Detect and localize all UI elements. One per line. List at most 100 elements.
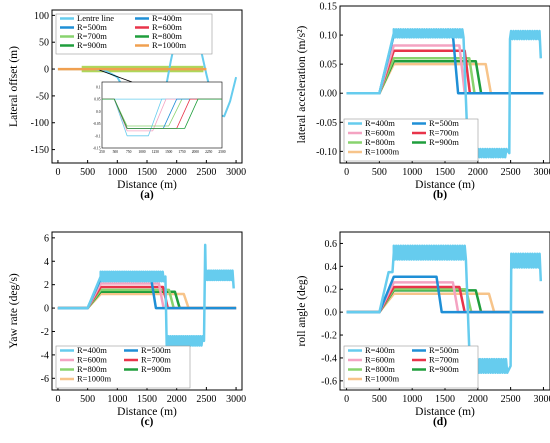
y-tick-label: 0 [44, 304, 49, 315]
inset-y-tick-label: 0.0 [96, 110, 101, 114]
legend-label: R=700m [77, 31, 107, 41]
y-tick-label: 4 [44, 257, 49, 268]
x-tick-label: 3000 [533, 394, 550, 405]
y-tick-label: -0.4 [321, 353, 337, 364]
y-tick-label: 2 [44, 280, 49, 291]
legend-label: R=600m [365, 128, 395, 138]
y-tick-label: 0.6 [325, 239, 338, 250]
x-tick-label: 1500 [435, 394, 455, 405]
inset-x-tick-label: 2500 [218, 150, 225, 154]
legend-label: R=800m [365, 364, 395, 374]
x-axis-label: Distance (m) [117, 179, 177, 191]
x-tick-label: 3000 [533, 167, 550, 178]
y-tick-label: 0.15 [320, 2, 338, 13]
y-tick-label: 100 [34, 11, 49, 22]
legend-label: R=1000m [77, 374, 111, 384]
series-line [346, 59, 544, 95]
y-tick-label: -50 [36, 91, 49, 102]
panel-d: 0 500 1000 1500 2000 2500 3000 -0.6 -0.4 -0.2 0.0 0… [296, 231, 550, 418]
x-tick-label: 2000 [167, 167, 187, 178]
x-tick-label: 500 [372, 394, 387, 405]
legend-box [343, 345, 479, 389]
x-tick-label: 1500 [435, 167, 455, 178]
x-tick-label: 0 [55, 167, 60, 178]
legend-label: Lentre line [77, 13, 114, 23]
x-tick-label: 1500 [137, 167, 157, 178]
legend-box [55, 345, 191, 389]
legend-box [55, 13, 213, 55]
y-tick-label: 0.2 [325, 285, 338, 296]
inset-y-tick-label: 0.1 [96, 85, 101, 89]
legend-label: R=900m [429, 137, 459, 147]
panel-a: 0 500 1000 1500 2000 2500 3000 -150 -100 -50 0 50 10… [8, 9, 246, 191]
legend-label: R=800m [365, 137, 395, 147]
panel-label-d: (d) [433, 416, 447, 428]
legend-label: R=1000m [365, 374, 399, 384]
x-tick-label: 0 [344, 394, 349, 405]
legend-label: R=500m [429, 118, 459, 128]
panel-label-a: (a) [140, 189, 154, 201]
series-line [346, 28, 543, 159]
legend-label: R=500m [77, 22, 107, 32]
legend-label: R=600m [152, 22, 182, 32]
inset-x-tick-label: 2000 [192, 150, 199, 154]
series-line [57, 292, 237, 310]
y-tick-label: 0.4 [325, 262, 338, 273]
legend-label: R=900m [429, 364, 459, 374]
legend-label: R=400m [77, 345, 107, 355]
series-line [346, 62, 544, 95]
x-tick-label: 0 [55, 394, 60, 405]
panel-label-c: (c) [141, 416, 154, 428]
inset-x-tick-label: 750 [126, 150, 132, 154]
x-tick-label: 0 [344, 167, 349, 178]
legend-box [343, 118, 479, 162]
x-tick-label: 2000 [468, 394, 488, 405]
y-axis-label: roll angle (deg) [296, 275, 308, 346]
legend-label: R=700m [429, 355, 459, 365]
legend-label: R=800m [77, 364, 107, 374]
y-axis-label: Yaw rate (deg/s) [8, 273, 20, 349]
x-tick-label: 1000 [402, 394, 422, 405]
panel-c: 0 500 1000 1500 2000 2500 3000 -6 -4 -2 0 2 4 6 Distan… [8, 231, 246, 418]
series-line [346, 44, 544, 95]
y-tick-label: -6 [41, 374, 49, 385]
x-tick-label: 1000 [402, 167, 422, 178]
inset-y-tick-label: -0.15 [93, 147, 101, 151]
y-tick-label: 0.0 [325, 308, 338, 319]
inset-x-tick-label: 1500 [165, 150, 172, 154]
y-tick-label: 50 [39, 38, 49, 49]
inset-x-tick-label: 250 [99, 150, 105, 154]
panel-b: 0 500 1000 1500 2000 2500 3000 -0.10 -0.05 0.00 0.… [296, 2, 550, 191]
inset-x-tick-label: 1000 [138, 150, 145, 154]
legend-label: R=500m [429, 345, 459, 355]
legend-label: R=400m [365, 118, 395, 128]
legend-label: R=600m [365, 355, 395, 365]
y-tick-label: -2 [41, 327, 49, 338]
x-axis-label: Distance (m) [415, 406, 475, 418]
x-tick-label: 500 [372, 167, 387, 178]
x-tick-label: 3000 [226, 394, 246, 405]
y-tick-label: 0.05 [320, 60, 338, 71]
series-line [346, 244, 543, 375]
y-axis-label: lateral acceleration (m/s²) [296, 25, 308, 143]
x-tick-label: 1500 [137, 394, 157, 405]
x-tick-label: 1000 [107, 394, 127, 405]
inset-y-tick-label: -0.05 [93, 122, 101, 126]
legend-label: R=700m [141, 355, 171, 365]
y-axis-label: Lateral offset (m) [8, 46, 20, 127]
legend-label: R=1000m [152, 40, 186, 50]
inset-x-tick-label: 500 [113, 150, 119, 154]
y-tick-label: -150 [31, 145, 49, 156]
y-tick-label: 6 [44, 233, 49, 244]
legend-label: R=800m [152, 31, 182, 41]
legend-label: R=400m [365, 345, 395, 355]
legend-label: R=1000m [365, 147, 399, 157]
x-tick-label: 500 [80, 394, 95, 405]
x-axis-label: Distance (m) [415, 179, 475, 191]
y-tick-label: 0 [44, 65, 49, 76]
x-tick-label: 2000 [468, 167, 488, 178]
series-line [346, 292, 544, 314]
legend-label: R=900m [77, 40, 107, 50]
inset-x-tick-label: 1250 [152, 150, 159, 154]
